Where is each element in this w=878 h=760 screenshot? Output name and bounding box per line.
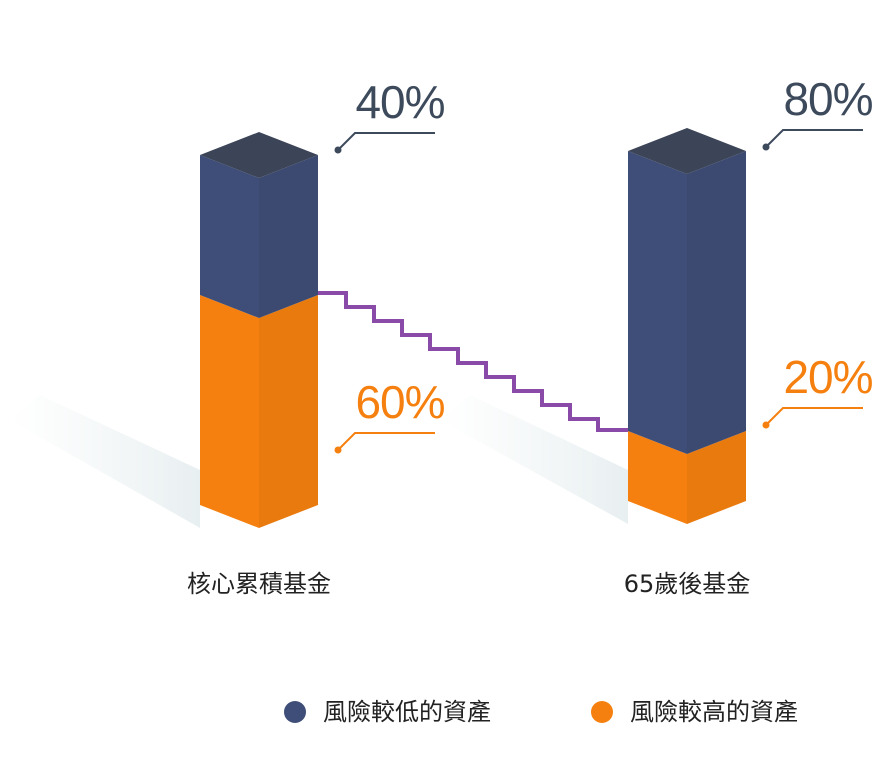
leader-line (337, 132, 435, 151)
staircase-connector (318, 291, 628, 432)
leader-line (765, 407, 863, 426)
bar-face-right (687, 151, 746, 454)
bar-top (628, 128, 746, 174)
legend-marker (591, 701, 613, 723)
bar-face-right (687, 431, 746, 524)
value-label: 80% (783, 73, 872, 125)
bar-top (200, 132, 318, 178)
value-label: 60% (355, 376, 444, 428)
bar-face-left (628, 431, 687, 524)
bar-face-left (200, 155, 259, 318)
bar-face-left (200, 295, 259, 528)
shadow (10, 395, 200, 528)
bar-face-right (259, 295, 318, 528)
leader-line (337, 432, 435, 451)
legend-marker (284, 701, 306, 723)
legend-label: 風險較高的資產 (630, 698, 798, 726)
bar-face-right (259, 155, 318, 318)
value-label: 20% (783, 351, 872, 403)
shadow (440, 395, 628, 524)
legend-label: 風險較低的資產 (323, 698, 491, 726)
value-label: 40% (355, 76, 444, 128)
bar-face-left (628, 151, 687, 454)
x-tick-label: 核心累積基金 (187, 570, 331, 598)
leader-line (765, 129, 863, 148)
x-tick-label: 65歲後基金 (624, 570, 751, 598)
